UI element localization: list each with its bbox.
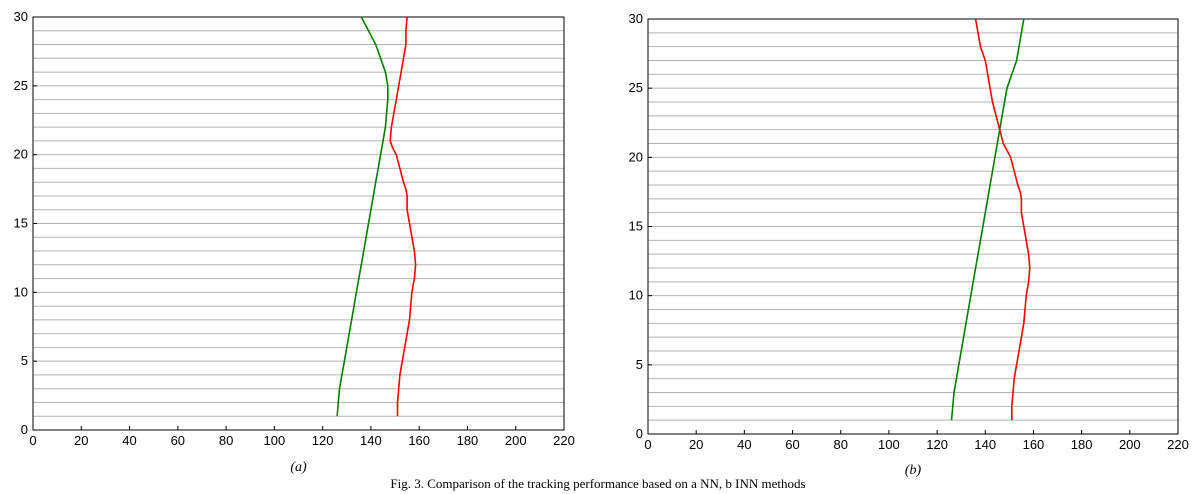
panel-sublabel: (a) bbox=[290, 460, 307, 475]
x-tick-label: 160 bbox=[1023, 437, 1045, 452]
y-tick-label: 15 bbox=[14, 216, 28, 231]
figure-caption: Fig. 3. Comparison of the tracking perfo… bbox=[390, 476, 805, 491]
x-tick-label: 140 bbox=[974, 437, 996, 452]
x-tick-label: 20 bbox=[74, 433, 88, 448]
y-tick-label: 25 bbox=[629, 80, 643, 95]
x-tick-label: 100 bbox=[878, 437, 900, 452]
x-tick-label: 160 bbox=[408, 433, 430, 448]
x-tick-label: 100 bbox=[264, 433, 286, 448]
series-line-1 bbox=[974, 18, 1031, 421]
y-tick-label: 25 bbox=[14, 78, 28, 93]
x-tick-label: 60 bbox=[171, 433, 185, 448]
x-tick-label: 80 bbox=[833, 437, 847, 452]
y-tick-label: 0 bbox=[636, 426, 643, 441]
x-tick-label: 0 bbox=[644, 437, 651, 452]
x-tick-label: 220 bbox=[1167, 437, 1189, 452]
y-tick-label: 15 bbox=[629, 219, 643, 234]
x-tick-label: 200 bbox=[1119, 437, 1141, 452]
x-tick-label: 20 bbox=[689, 437, 703, 452]
panel-b: 0 20 40 60 80 100 120 140 160 180 200 220 0 5 10 15 20 25… bbox=[629, 11, 1189, 478]
y-tick-label: 5 bbox=[21, 353, 28, 368]
y-tick-label: 10 bbox=[14, 284, 28, 299]
x-tick-label: 40 bbox=[122, 433, 136, 448]
y-tick-label: 30 bbox=[629, 11, 643, 26]
y-tick-label: 20 bbox=[14, 147, 28, 162]
y-tick-label: 20 bbox=[629, 149, 643, 164]
x-tick-label: 180 bbox=[1071, 437, 1093, 452]
x-tick-label: 120 bbox=[312, 433, 334, 448]
x-tick-label: 80 bbox=[219, 433, 233, 448]
x-tick-label: 0 bbox=[29, 433, 36, 448]
x-tick-label: 140 bbox=[360, 433, 382, 448]
x-tick-label: 180 bbox=[457, 433, 479, 448]
y-tick-label: 5 bbox=[636, 357, 643, 372]
y-tick-label: 30 bbox=[14, 9, 28, 24]
x-tick-label: 40 bbox=[737, 437, 751, 452]
y-tick-label: 0 bbox=[21, 422, 28, 437]
x-tick-label: 120 bbox=[926, 437, 948, 452]
panel-a: 0 20 40 60 80 100 120 140 160 180 200 220 0 5 10 15 20 25… bbox=[14, 9, 575, 475]
x-tick-label: 220 bbox=[553, 433, 575, 448]
panel-sublabel: (b) bbox=[905, 463, 922, 478]
x-tick-label: 200 bbox=[505, 433, 527, 448]
x-tick-label: 60 bbox=[785, 437, 799, 452]
series-line-0 bbox=[950, 18, 1025, 421]
series-line-1 bbox=[389, 16, 417, 417]
series-line-0 bbox=[336, 16, 389, 417]
y-tick-label: 10 bbox=[629, 288, 643, 303]
